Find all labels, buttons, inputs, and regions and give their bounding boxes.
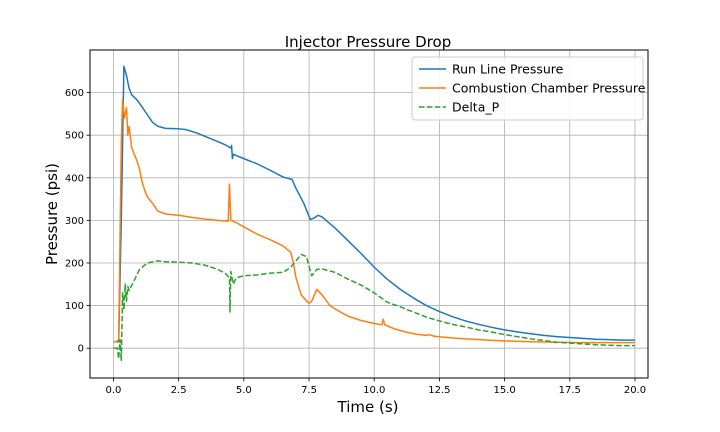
x-tick-label: 12.5 <box>428 385 450 396</box>
legend-label: Combustion Chamber Pressure <box>452 81 646 96</box>
y-tick-label: 100 <box>65 301 84 312</box>
x-tick-label: 15.0 <box>493 385 515 396</box>
y-tick-label: 600 <box>65 88 84 99</box>
series-line-1 <box>113 65 635 343</box>
y-axis: 0 100 200 300 400 500 600 <box>65 88 90 355</box>
x-tick-label: 20.0 <box>624 385 646 396</box>
x-tick-label: 10.0 <box>363 385 385 396</box>
y-tick-label: 300 <box>65 216 84 227</box>
x-tick-label: 17.5 <box>559 385 581 396</box>
legend: Run Line Pressure Combustion Chamber Pres… <box>411 56 646 121</box>
plot-frame <box>89 49 649 379</box>
legend-label: Run Line Pressure <box>452 62 564 77</box>
x-tick-label: 7.5 <box>301 385 317 396</box>
y-tick-label: 200 <box>65 258 84 269</box>
legend-box <box>411 56 644 121</box>
series-layer <box>113 65 635 362</box>
y-tick-label: 400 <box>65 173 84 184</box>
x-axis: 0.0 2.5 5.0 7.5 10.0 12.5 15.0 17.5 20.0 <box>106 378 646 396</box>
legend-label: Delta_P <box>452 100 500 115</box>
y-axis-label: Pressure (psi) <box>43 163 61 265</box>
x-tick-label: 2.5 <box>171 385 187 396</box>
x-tick-label: 5.0 <box>236 385 252 396</box>
y-tick-label: 0 <box>78 344 84 355</box>
x-tick-label: 0.0 <box>106 385 122 396</box>
series-line-3 <box>113 253 635 362</box>
chart-title: Injector Pressure Drop <box>285 33 451 51</box>
x-axis-label: Time (s) <box>337 398 399 416</box>
y-tick-label: 500 <box>65 131 84 142</box>
series-line-2 <box>113 98 635 344</box>
